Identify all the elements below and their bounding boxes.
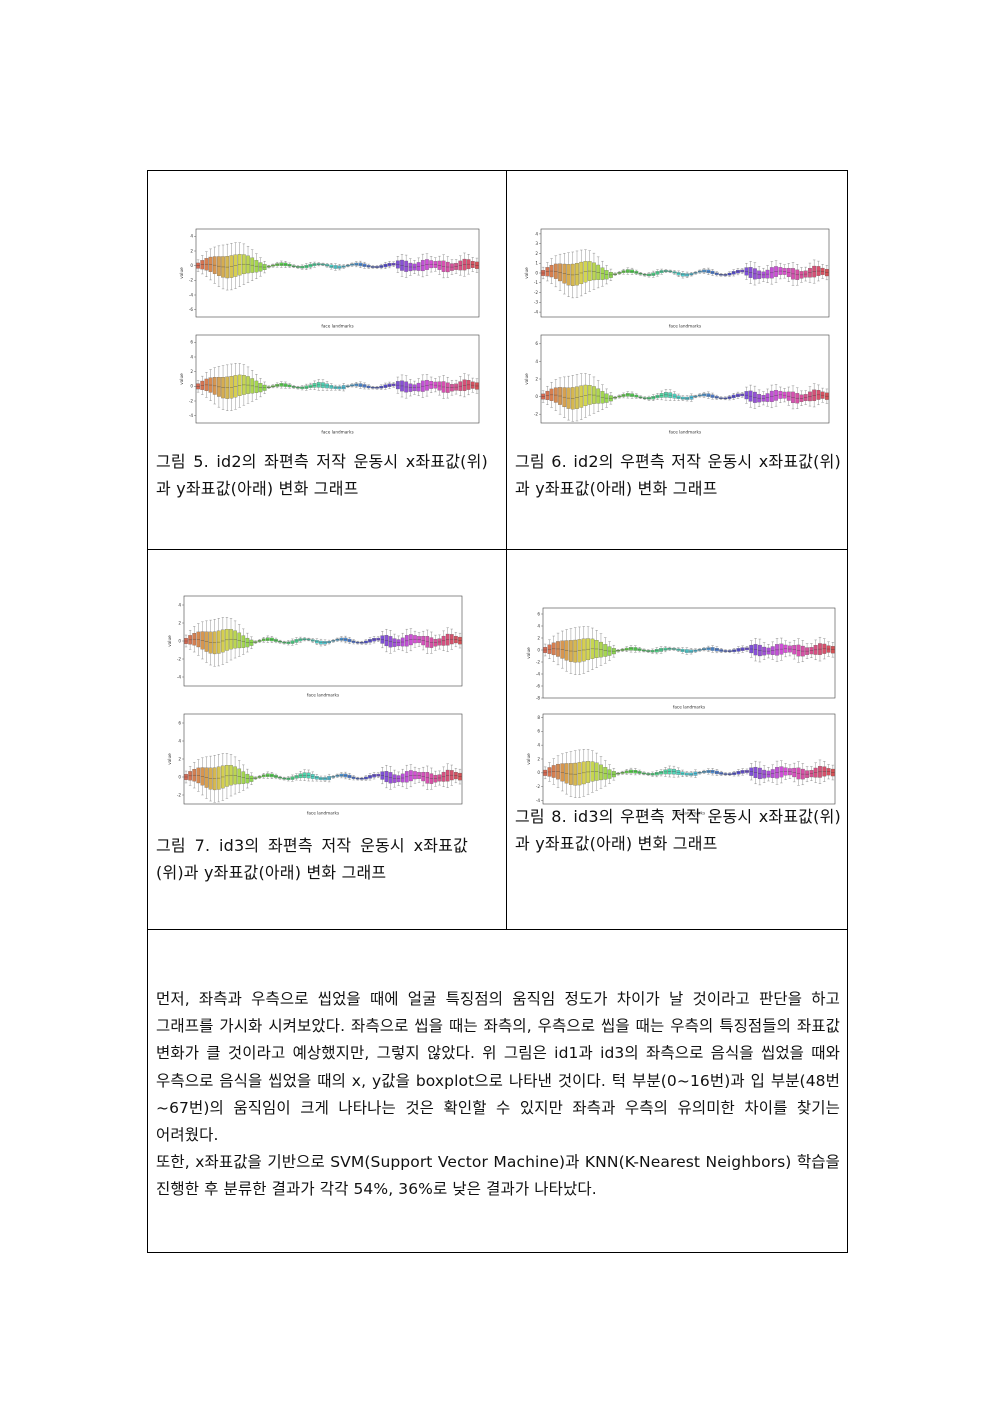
paragraph-2: 또한, x좌표값을 기반으로 SVM(Support Vector Machin…: [156, 1153, 840, 1199]
y-tick-label: 2: [178, 756, 181, 761]
figure-7-caption: 그림 7. id3의 좌편측 저작 운동시 x좌표값(위)과 y좌표값(아래) …: [156, 836, 468, 882]
document-table: 4 2 0 -2 -4 -6 value face landmarks 6 4 2 0 -2 -4 valu…: [147, 170, 848, 1253]
y-tick-label: 4: [190, 234, 193, 239]
x-axis-label: face landmarks: [321, 324, 353, 329]
figure-cell-7: 4 2 0 -2 -4 value face landmarks 6 4 2 0 -2 value fac…: [148, 550, 506, 929]
plot-frame: [542, 713, 836, 805]
y-tick-label: 4: [178, 738, 181, 743]
y-tick-label: 4: [537, 743, 540, 748]
y-tick-label: -2: [536, 784, 541, 789]
y-tick-label: -2: [177, 792, 182, 797]
y-tick-label: 0: [178, 774, 181, 779]
y-tick-label: 0: [535, 394, 538, 399]
y-axis-label: value: [179, 267, 184, 279]
y-tick-label: -4: [177, 674, 182, 679]
x-axis-label: face landmarks: [321, 430, 353, 435]
y-tick-label: 2: [537, 756, 540, 761]
y-tick-label: -2: [189, 278, 194, 283]
figure-cell-6: 4 3 2 1 0 -1 -2 -3 -4 value face landmarks 6 4 2 0 -2 va…: [507, 171, 848, 549]
y-tick-label: -4: [534, 310, 539, 315]
y-tick-label: 2: [178, 620, 181, 625]
y-tick-label: 6: [537, 729, 540, 734]
y-tick-label: 0: [537, 647, 540, 652]
y-tick-label: -2: [534, 412, 539, 417]
x-axis-label: face landmarks: [307, 811, 339, 816]
y-tick-label: 0: [535, 270, 538, 275]
plot-frame: [540, 334, 830, 424]
y-tick-label: 4: [190, 354, 193, 359]
y-tick-label: -4: [189, 292, 194, 297]
y-axis-label: value: [167, 753, 172, 765]
y-tick-label: 0: [537, 770, 540, 775]
figure-5-caption: 그림 5. id2의 좌편측 저작 운동시 x좌표값(위)과 y좌표값(아래) …: [156, 452, 488, 498]
y-tick-label: -2: [534, 290, 539, 295]
x-axis-label: face landmarks: [673, 811, 705, 816]
y-tick-label: 6: [535, 341, 538, 346]
y-tick-label: 3: [535, 241, 538, 246]
y-tick-label: -6: [189, 307, 194, 312]
y-tick-label: -8: [536, 695, 541, 700]
x-axis-label: face landmarks: [307, 693, 339, 698]
y-axis-label: value: [167, 635, 172, 647]
y-tick-label: 0: [190, 384, 193, 389]
y-tick-label: -6: [536, 683, 541, 688]
y-tick-label: 4: [178, 602, 181, 607]
figure-5-chart: 4 2 0 -2 -4 -6 value face landmarks 6 4 2 0 -2 -4 valu…: [179, 228, 480, 435]
discussion-text: 먼저, 좌측과 우측으로 씹었을 때에 얼굴 특징점의 움직임 정도가 차이가 …: [156, 986, 840, 1204]
figure-8-chart: 6 4 2 0 -2 -4 -6 -8 value face landmarks 8 6 4 2 0 -2 -4…: [526, 607, 836, 816]
y-tick-label: -4: [536, 671, 541, 676]
y-tick-label: 6: [178, 720, 181, 725]
figure-8-caption: 그림 8. id3의 우편측 저작 운동시 x좌표값(위)과 y좌표값(아래) …: [515, 807, 841, 853]
y-tick-label: 2: [190, 369, 193, 374]
y-axis-label: value: [179, 373, 184, 385]
y-axis-label: value: [524, 267, 529, 279]
y-axis-label: value: [526, 647, 531, 659]
paragraph-1: 먼저, 좌측과 우측으로 씹었을 때에 얼굴 특징점의 움직임 정도가 차이가 …: [156, 990, 840, 1145]
y-axis-label: value: [526, 753, 531, 765]
y-tick-label: -1: [534, 280, 539, 285]
y-tick-label: 8: [537, 715, 540, 720]
y-axis-label: value: [524, 373, 529, 385]
x-axis-label: face landmarks: [669, 324, 701, 329]
y-tick-label: -2: [177, 656, 182, 661]
figure-cell-5: 4 2 0 -2 -4 -6 value face landmarks 6 4 2 0 -2 -4 valu…: [148, 171, 506, 549]
figure-6-chart: 4 3 2 1 0 -1 -2 -3 -4 value face landmarks 6 4 2 0 -2 va…: [524, 228, 830, 435]
y-tick-label: -2: [189, 398, 194, 403]
y-tick-label: -4: [189, 413, 194, 418]
figure-6-caption: 그림 6. id2의 우편측 저작 운동시 x좌표값(위)과 y좌표값(아래) …: [515, 452, 841, 498]
plot-frame: [183, 713, 463, 805]
y-tick-label: 0: [178, 638, 181, 643]
row-divider: [148, 929, 847, 930]
y-tick-label: 2: [535, 251, 538, 256]
y-tick-label: 2: [535, 376, 538, 381]
y-tick-label: 0: [190, 263, 193, 268]
figure-7-chart: 4 2 0 -2 -4 value face landmarks 6 4 2 0 -2 value fac…: [167, 595, 463, 816]
y-tick-label: -2: [536, 659, 541, 664]
figure-cell-8: 6 4 2 0 -2 -4 -6 -8 value face landmarks 8 6 4 2 0 -2 -4…: [507, 550, 848, 929]
y-tick-label: 1: [535, 261, 538, 266]
x-axis-label: face landmarks: [669, 430, 701, 435]
y-tick-label: 4: [535, 231, 538, 236]
y-tick-label: 4: [537, 623, 540, 628]
y-tick-label: -3: [534, 300, 539, 305]
x-axis-label: face landmarks: [673, 705, 705, 710]
y-tick-label: 2: [537, 635, 540, 640]
y-tick-label: 4: [535, 359, 538, 364]
y-tick-label: 6: [190, 340, 193, 345]
column-divider: [506, 171, 507, 929]
row-divider: [148, 549, 847, 550]
y-tick-label: 2: [190, 248, 193, 253]
y-tick-label: 6: [537, 611, 540, 616]
y-tick-label: -4: [536, 798, 541, 803]
